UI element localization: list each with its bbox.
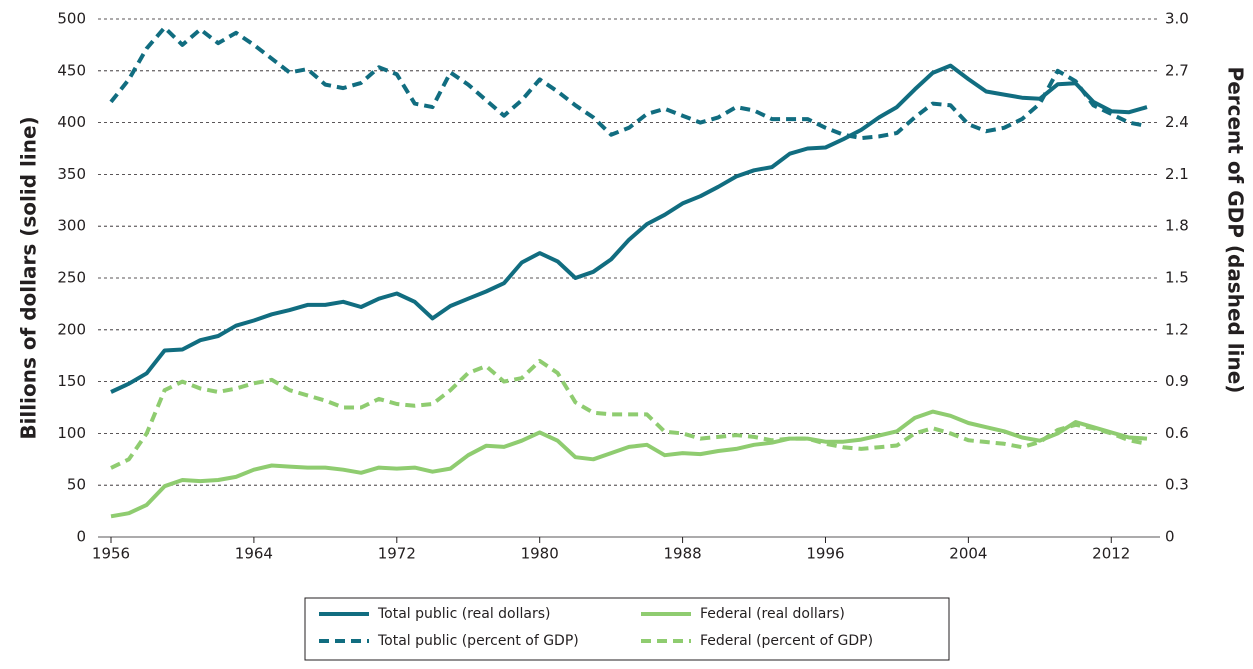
x-tick-label: 1956 [92,545,130,563]
x-tick-label: 1972 [378,545,416,563]
y-tick-label: 500 [57,10,86,28]
series-line [110,358,1148,470]
x-tick-label: 1996 [806,545,844,563]
x-tick-label: 1988 [663,545,701,563]
y2-tick-label: 2.7 [1165,61,1189,79]
y-tick-label: 450 [57,61,86,79]
y-tick-label: 100 [57,424,86,442]
y-tick-label: 300 [57,217,86,235]
x-tick-label: 1964 [235,545,273,563]
y-tick-label: 50 [67,476,86,494]
y2-tick-label: 1.8 [1165,217,1189,235]
y2-tick-label: 2.4 [1165,113,1189,131]
y2-axis-title: Percent of GDP (dashed line) [1224,67,1248,394]
y-tick-label: 250 [57,269,86,287]
y2-tick-label: 0.9 [1165,372,1189,390]
legend-label: Total public (percent of GDP) [377,633,579,649]
y2-tick-label: 1.2 [1165,320,1189,338]
y-tick-label: 150 [57,372,86,390]
y2-tick-label: 0 [1165,528,1175,546]
legend-label: Federal (percent of GDP) [700,633,873,649]
x-tick-label: 2012 [1092,545,1130,563]
y2-tick-label: 0.6 [1165,424,1189,442]
y-tick-label: 200 [57,320,86,338]
y2-tick-label: 3.0 [1165,10,1189,28]
legend-label: Federal (real dollars) [700,606,845,622]
legend-label: Total public (real dollars) [377,606,550,622]
series-line [110,409,1148,519]
series-line [110,63,1148,394]
y-tick-label: 350 [57,165,86,183]
x-tick-label: 2004 [949,545,987,563]
y2-tick-label: 1.5 [1165,269,1189,287]
series-line [109,25,1148,141]
x-tick-label: 1980 [521,545,559,563]
y2-tick-label: 2.1 [1165,165,1189,183]
y2-tick-label: 0.3 [1165,476,1189,494]
legend-box [304,597,950,661]
y-tick-label: 0 [76,528,86,546]
y-axis-title: Billions of dollars (solid line) [17,116,41,439]
y-tick-label: 400 [57,113,86,131]
